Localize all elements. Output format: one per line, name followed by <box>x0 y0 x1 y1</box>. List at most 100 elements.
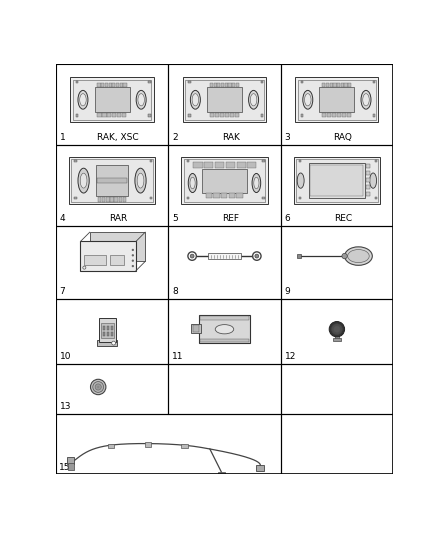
Circle shape <box>132 249 134 251</box>
Bar <box>181 443 187 448</box>
Circle shape <box>95 384 101 390</box>
Text: RAR: RAR <box>109 214 127 223</box>
Ellipse shape <box>190 177 195 189</box>
Bar <box>232 83 235 87</box>
Bar <box>71 159 153 202</box>
Bar <box>309 164 365 198</box>
Bar <box>373 80 375 83</box>
Circle shape <box>190 254 194 258</box>
Ellipse shape <box>304 94 311 106</box>
Text: 4: 4 <box>60 214 65 223</box>
Bar <box>69 157 155 205</box>
Bar <box>256 465 264 471</box>
Bar <box>110 255 124 265</box>
Bar <box>103 326 105 330</box>
Bar <box>102 197 106 201</box>
Bar <box>98 197 101 201</box>
Circle shape <box>132 254 134 256</box>
Ellipse shape <box>361 91 371 109</box>
Bar <box>326 83 329 87</box>
Bar <box>183 77 266 122</box>
Bar <box>187 160 189 162</box>
Ellipse shape <box>191 91 200 109</box>
Text: 8: 8 <box>172 287 178 296</box>
Text: 7: 7 <box>60 287 65 296</box>
Bar <box>188 115 191 117</box>
Bar <box>281 299 393 364</box>
Bar <box>95 87 130 112</box>
Bar <box>200 316 249 320</box>
Text: 5: 5 <box>172 214 178 223</box>
Bar <box>367 192 370 196</box>
Bar <box>262 160 265 162</box>
Bar <box>347 113 351 117</box>
Bar <box>102 113 106 117</box>
Bar <box>107 113 112 117</box>
Ellipse shape <box>254 177 259 189</box>
Bar <box>193 325 199 332</box>
Bar <box>322 113 326 117</box>
Bar <box>225 83 228 87</box>
Bar <box>301 80 303 83</box>
Bar <box>298 80 376 120</box>
Bar <box>337 83 340 87</box>
Bar <box>367 171 370 175</box>
Bar <box>123 197 127 201</box>
Bar <box>116 83 119 87</box>
Bar <box>95 165 128 196</box>
Bar <box>194 162 203 168</box>
Ellipse shape <box>297 173 304 188</box>
Bar <box>295 77 378 122</box>
Circle shape <box>91 379 106 394</box>
Bar <box>229 193 235 198</box>
Ellipse shape <box>249 91 258 109</box>
Circle shape <box>334 326 340 332</box>
Bar <box>184 159 265 202</box>
Text: 3: 3 <box>285 133 290 142</box>
Bar <box>185 80 264 120</box>
Bar <box>207 87 242 112</box>
Text: 13: 13 <box>60 402 71 411</box>
Bar <box>71 77 154 122</box>
Bar <box>374 197 377 199</box>
Circle shape <box>332 324 342 335</box>
Bar <box>332 113 336 117</box>
Bar <box>213 83 217 87</box>
Bar <box>76 80 78 83</box>
Bar <box>330 83 333 87</box>
Bar <box>215 113 219 117</box>
Bar <box>188 80 191 83</box>
Text: 15: 15 <box>59 463 71 472</box>
Ellipse shape <box>370 173 377 188</box>
Bar <box>335 330 339 339</box>
Bar <box>319 87 354 112</box>
Text: 1: 1 <box>60 133 65 142</box>
Bar <box>101 323 113 338</box>
Bar <box>217 83 220 87</box>
Ellipse shape <box>345 247 372 265</box>
Bar <box>90 232 145 262</box>
Ellipse shape <box>136 91 146 109</box>
Bar <box>105 83 108 87</box>
Ellipse shape <box>215 325 234 334</box>
Circle shape <box>132 265 134 267</box>
Circle shape <box>97 386 99 388</box>
Bar <box>103 332 105 336</box>
Bar <box>56 414 281 474</box>
Text: REC: REC <box>334 214 352 223</box>
Text: 11: 11 <box>172 352 184 361</box>
Bar <box>124 83 127 87</box>
Bar <box>213 193 220 198</box>
Bar <box>348 83 351 87</box>
Text: 9: 9 <box>285 287 290 296</box>
Bar <box>74 160 77 162</box>
Bar <box>120 83 123 87</box>
Bar <box>97 83 101 87</box>
Bar <box>208 253 241 259</box>
Bar <box>168 145 281 225</box>
Ellipse shape <box>137 173 144 188</box>
Text: REF: REF <box>222 214 239 223</box>
Bar <box>97 113 102 117</box>
Bar <box>168 225 281 299</box>
Bar <box>68 463 74 470</box>
